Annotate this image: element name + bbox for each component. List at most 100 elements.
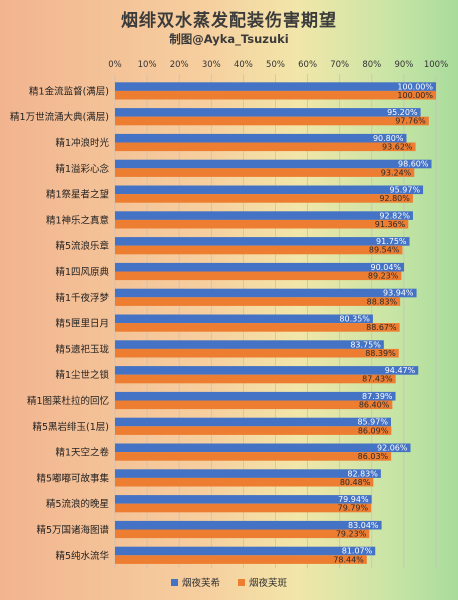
category-label: 精5万国诸海图谱 xyxy=(36,524,109,536)
bar-series-a xyxy=(115,211,413,220)
x-tick-label: 90% xyxy=(394,60,413,70)
category-label: 精1四风原典 xyxy=(55,266,109,278)
bar-series-a xyxy=(115,185,424,195)
data-label-series-a: 100.00% xyxy=(397,82,433,91)
x-tick-label: 100% xyxy=(424,60,448,70)
category-label: 精1千夜浮梦 xyxy=(55,292,109,304)
bar-series-a xyxy=(115,366,419,375)
bar-series-b xyxy=(115,529,370,539)
category-label: 精1神乐之真意 xyxy=(46,214,109,226)
bar-series-a xyxy=(115,546,376,556)
bar-series-b xyxy=(115,142,416,152)
x-tick-label: 10% xyxy=(138,60,157,70)
data-label-series-b: 100.00% xyxy=(397,91,433,100)
chart-subtitle: 制图@Ayka_Tsuzuki xyxy=(169,32,289,46)
bar-series-b xyxy=(115,477,374,487)
category-label: 精1天空之卷 xyxy=(55,447,109,459)
data-label-series-b: 91.36% xyxy=(375,220,406,229)
data-label-series-b: 93.24% xyxy=(381,168,412,177)
category-label: 精1冲浪时光 xyxy=(55,137,109,149)
data-label-series-a: 94.47% xyxy=(385,366,416,375)
bar-series-a xyxy=(115,159,432,169)
data-label-series-b: 97.76% xyxy=(395,117,426,126)
bar-series-a xyxy=(115,443,411,453)
data-label-series-a: 83.75% xyxy=(350,340,381,349)
data-label-series-b: 86.40% xyxy=(359,401,390,410)
bar-series-b xyxy=(115,297,401,306)
category-label: 精5纯水流华 xyxy=(55,550,109,562)
bar-series-b xyxy=(115,348,399,358)
bar-series-b xyxy=(115,219,409,229)
x-tick-label: 80% xyxy=(362,60,381,70)
legend-swatch-series-a xyxy=(170,578,178,586)
data-label-series-a: 92.06% xyxy=(377,444,408,453)
bar-series-a xyxy=(115,391,396,401)
category-label: 精5嘟嘟可故事集 xyxy=(36,472,109,484)
bar-series-a xyxy=(115,133,407,143)
bar-series-a xyxy=(115,108,421,117)
x-tick-label: 40% xyxy=(234,60,253,70)
bar-series-a xyxy=(115,520,382,530)
bar-series-a xyxy=(115,340,384,349)
x-tick-label: 50% xyxy=(266,60,285,70)
bar-series-b xyxy=(115,168,415,177)
chart-title: 烟绯双水蒸发配装伤害期望 xyxy=(121,11,337,31)
data-label-series-b: 88.39% xyxy=(365,349,396,358)
bar-series-b xyxy=(115,116,429,126)
data-label-series-a: 98.60% xyxy=(398,160,429,169)
category-label: 精5流浪乐章 xyxy=(55,240,109,252)
data-label-series-b: 93.62% xyxy=(382,143,413,152)
legend-item-series-b: 烟夜芙斑 xyxy=(238,575,287,589)
data-label-series-b: 79.79% xyxy=(338,504,369,513)
bar-series-a xyxy=(115,288,417,298)
data-label-series-a: 80.35% xyxy=(339,315,370,324)
bar-series-b xyxy=(115,503,372,513)
bar-series-b xyxy=(115,555,367,564)
category-label: 精1溢彩心念 xyxy=(55,163,109,175)
data-label-series-b: 88.83% xyxy=(367,297,398,306)
data-label-series-a: 87.39% xyxy=(362,392,393,401)
bar-series-b xyxy=(115,452,392,461)
category-label: 精5流浪的晚星 xyxy=(46,498,109,510)
category-label: 精1金流监督(满层) xyxy=(29,85,109,97)
data-label-series-b: 89.54% xyxy=(369,246,400,255)
legend-label-series-b: 烟夜芙斑 xyxy=(249,578,288,589)
bar-series-a xyxy=(115,262,405,272)
data-label-series-b: 79.23% xyxy=(336,530,367,539)
data-label-series-b: 80.48% xyxy=(340,478,371,487)
data-label-series-b: 86.09% xyxy=(358,426,389,435)
bar-series-b xyxy=(115,323,400,332)
data-label-series-a: 95.20% xyxy=(387,108,418,117)
data-label-series-b: 78.44% xyxy=(333,555,364,564)
bar-series-a xyxy=(115,314,373,324)
category-label: 精1尘世之锁 xyxy=(55,369,109,381)
data-label-series-a: 81.07% xyxy=(342,547,373,556)
data-label-series-a: 91.75% xyxy=(376,237,407,246)
bar-series-b xyxy=(115,194,413,203)
category-label: 精5黑岩绯玉(1层) xyxy=(32,421,109,433)
x-tick-label: 20% xyxy=(170,60,189,70)
data-label-series-a: 82.83% xyxy=(347,469,378,478)
category-label: 精1图莱杜拉的回忆 xyxy=(27,395,109,407)
bar-series-b xyxy=(115,90,436,100)
data-label-series-a: 92.82% xyxy=(379,211,410,220)
bar-series-a xyxy=(115,82,436,91)
category-label: 精5匣里日月 xyxy=(55,318,109,330)
category-label: 精1万世流涌大典(满层) xyxy=(10,111,109,123)
data-label-series-a: 95.97% xyxy=(390,186,421,195)
data-label-series-a: 83.04% xyxy=(348,521,379,530)
bar-series-a xyxy=(115,469,381,478)
legend-label-series-a: 烟夜芙希 xyxy=(181,578,220,589)
data-label-series-a: 85.97% xyxy=(357,418,388,427)
x-tick-label: 70% xyxy=(330,60,349,70)
bar-series-a xyxy=(115,417,391,427)
legend: 烟夜芙希 烟夜芙斑 xyxy=(0,575,458,589)
data-label-series-a: 93.94% xyxy=(383,289,414,298)
data-label-series-a: 79.94% xyxy=(338,495,369,504)
data-label-series-a: 90.80% xyxy=(373,134,404,143)
data-label-series-b: 87.43% xyxy=(362,375,393,384)
legend-item-series-a: 烟夜芙希 xyxy=(170,575,220,589)
bar-series-b xyxy=(115,271,402,281)
bar-series-a xyxy=(115,237,410,246)
